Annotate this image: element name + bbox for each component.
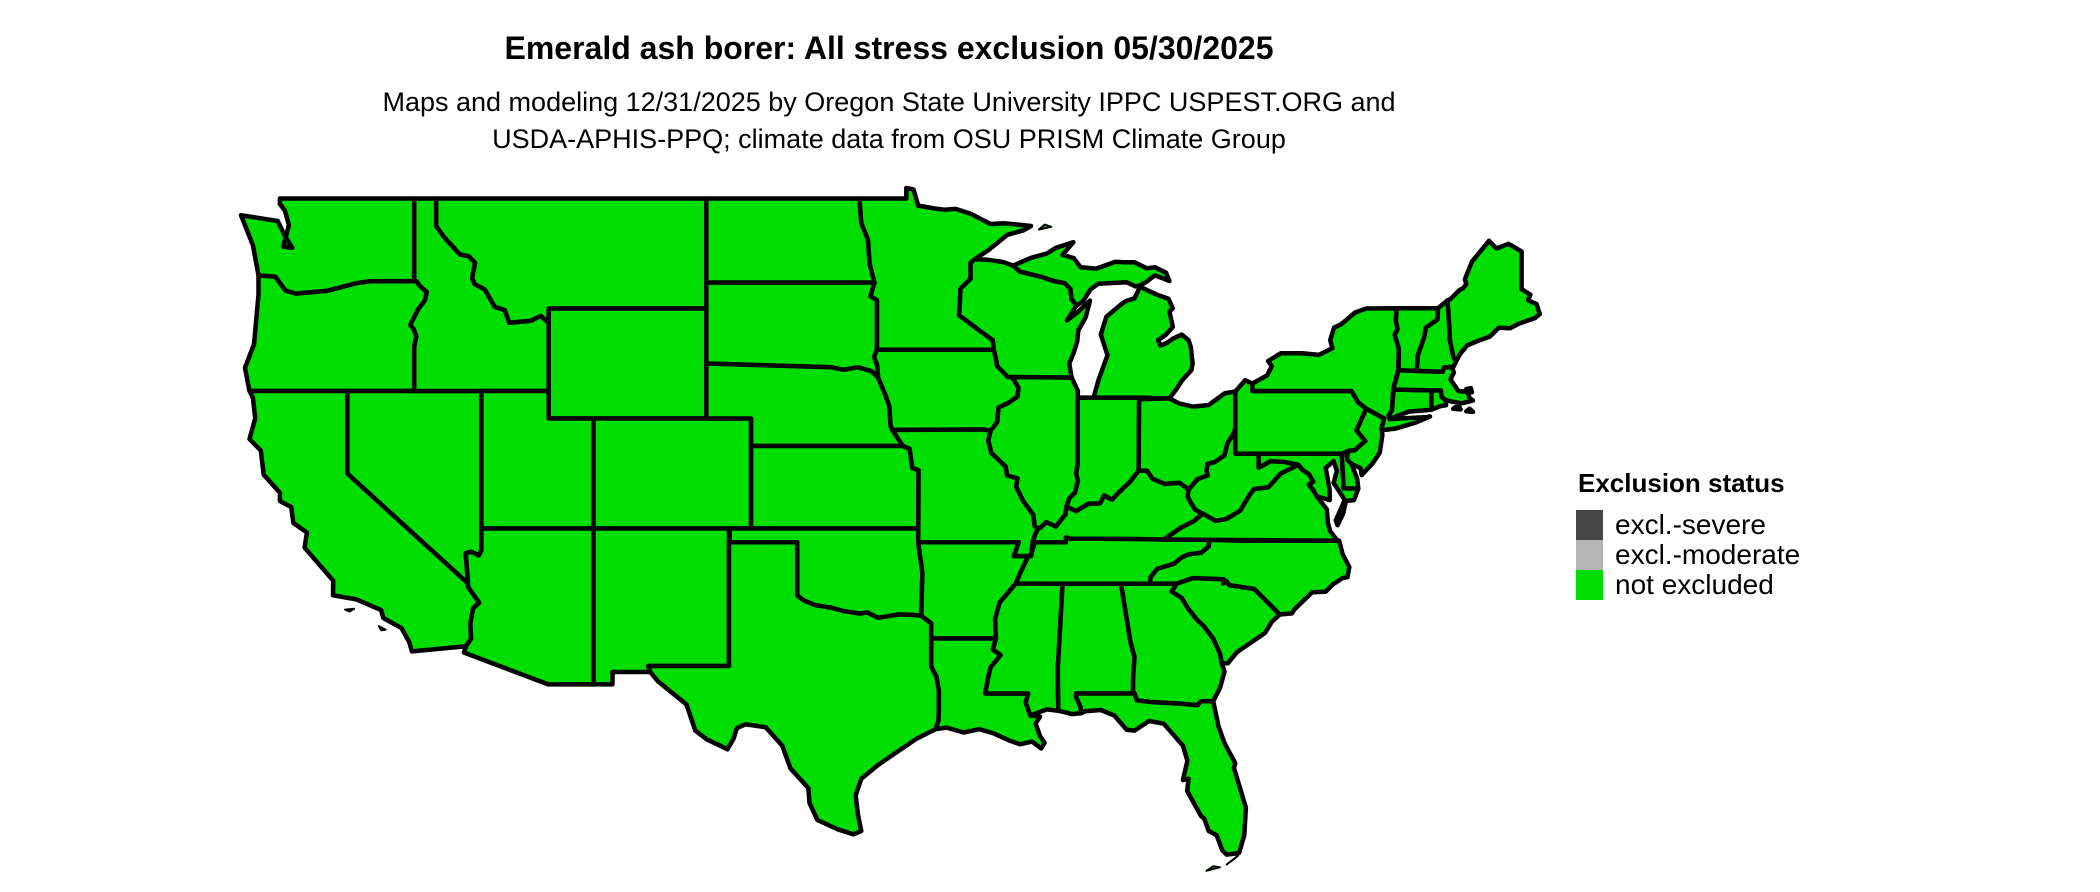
island-2 bbox=[377, 625, 387, 632]
legend-item-label: not excluded bbox=[1615, 569, 1774, 600]
state-ct bbox=[1386, 387, 1434, 422]
island-1 bbox=[344, 607, 356, 613]
legend-item-label: excl.-moderate bbox=[1615, 539, 1801, 570]
legend-item-label: excl.-severe bbox=[1615, 509, 1766, 540]
state-me bbox=[1445, 238, 1543, 364]
legend-swatch bbox=[1576, 510, 1603, 540]
state-or bbox=[242, 273, 430, 394]
state-co bbox=[591, 416, 754, 531]
island-3 bbox=[1225, 854, 1239, 866]
subtitle-line-2: USDA-APHIS-PPQ; climate data from OSU PR… bbox=[492, 124, 1286, 154]
legend-title: Exclusion status bbox=[1578, 468, 1785, 498]
island-4 bbox=[1205, 865, 1221, 872]
legend-items: excl.-severe excl.-moderate not excluded bbox=[1576, 510, 1800, 600]
state-nm bbox=[591, 526, 732, 687]
state-wi bbox=[956, 256, 1093, 380]
state-ma bbox=[1390, 364, 1476, 415]
island-0 bbox=[1037, 223, 1053, 231]
state-tx bbox=[646, 539, 942, 837]
state-az bbox=[461, 526, 596, 687]
legend: Exclusion status excl.-severe excl.-moder… bbox=[1576, 468, 1800, 600]
state-ks bbox=[748, 443, 921, 531]
state-nd bbox=[704, 196, 877, 285]
legend-item: excl.-moderate bbox=[1576, 540, 1800, 570]
state-mi bbox=[1010, 239, 1195, 401]
state-fl bbox=[1073, 691, 1249, 857]
legend-swatch bbox=[1576, 570, 1603, 600]
state-md bbox=[1256, 451, 1361, 504]
state-wy bbox=[546, 306, 709, 421]
subtitle-line-1: Maps and modeling 12/31/2025 by Oregon S… bbox=[382, 87, 1396, 117]
state-oh bbox=[1136, 389, 1238, 492]
legend-item: not excluded bbox=[1576, 570, 1800, 600]
state-il bbox=[986, 374, 1081, 531]
page-title: Emerald ash borer: All stress exclusion … bbox=[504, 30, 1274, 66]
page-subtitle: Maps and modeling 12/31/2025 by Oregon S… bbox=[382, 84, 1395, 158]
legend-swatch bbox=[1576, 540, 1603, 570]
legend-item: excl.-severe bbox=[1576, 510, 1800, 540]
